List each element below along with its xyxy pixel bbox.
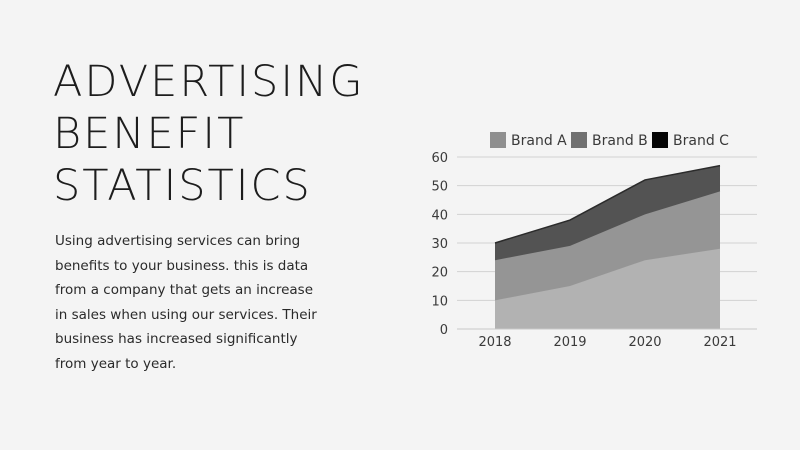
y-tick-label: 0 [440, 323, 448, 338]
area-brand-b [495, 191, 720, 301]
area-brand-c [495, 165, 720, 261]
description-line-5: business has increased significantly [55, 331, 298, 348]
y-tick-label: 50 [431, 180, 448, 195]
y-tick-label: 20 [431, 266, 448, 281]
slide-description: Using advertising services can bring ben… [55, 229, 345, 377]
title-line-2: BENEFIT [53, 109, 246, 159]
chart-legend: Brand A Brand B Brand C [490, 132, 729, 149]
x-tick-label: 2021 [703, 335, 736, 350]
y-tick-label: 30 [431, 237, 448, 252]
legend-label-brand-c: Brand C [673, 133, 729, 149]
title-line-1: ADVERTISING [53, 57, 365, 107]
x-tick-label: 2020 [628, 335, 661, 350]
legend-swatch-brand-c [652, 132, 668, 148]
legend-swatch-brand-a [490, 132, 506, 148]
chart-axes: 0 10 20 30 40 50 60 2018 2019 2020 2021 [431, 151, 757, 350]
legend-label-brand-a: Brand A [511, 133, 567, 149]
area-brand-a [495, 248, 720, 329]
description-line-3: from a company that gets an increase [55, 282, 314, 299]
title-line-3: STATISTICS [53, 161, 312, 211]
description-line-1: Using advertising services can bring [55, 233, 301, 249]
y-tick-label: 60 [431, 151, 448, 166]
description-line-4: in sales when using our services. Their [55, 306, 317, 323]
legend-label-brand-b: Brand B [592, 133, 648, 149]
y-tick-label: 40 [431, 208, 448, 223]
legend-swatch-brand-b [571, 132, 587, 148]
slide-title: ADVERTISING BENEFIT STATISTICS [53, 56, 365, 212]
description-line-6: from year to year. [55, 355, 177, 372]
x-tick-label: 2019 [553, 335, 586, 350]
chart-areas [494, 164, 721, 329]
description-line-2: benefits to your business. this is data [55, 257, 309, 274]
area-edge-brand-c [494, 164, 721, 244]
y-tick-label: 10 [431, 294, 448, 309]
x-tick-label: 2018 [478, 335, 511, 350]
